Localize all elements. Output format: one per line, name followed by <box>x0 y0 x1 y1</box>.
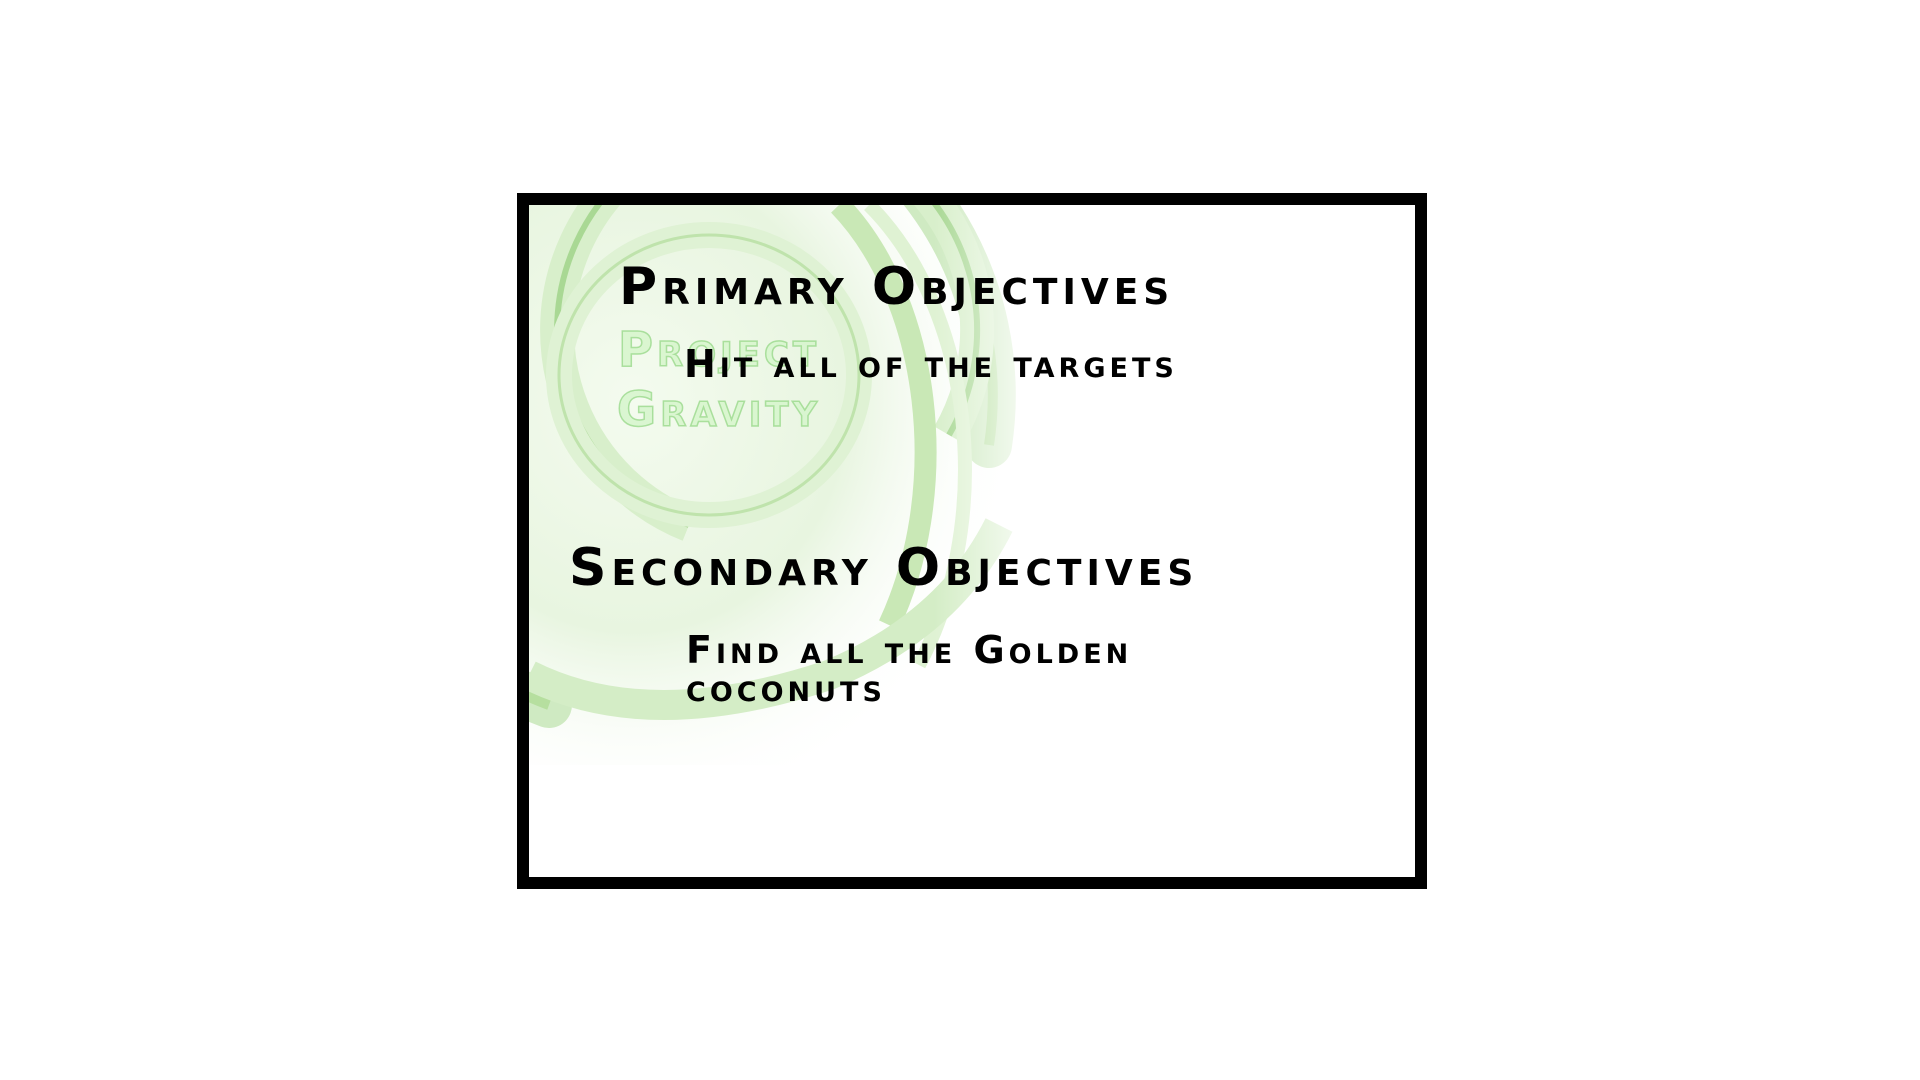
primary-objectives-title: Primary Objectives <box>619 257 1175 317</box>
secondary-objectives-title: Secondary Objectives <box>569 538 1199 598</box>
logo-line-1: Project <box>617 321 821 379</box>
primary-objective-item: Hit all of the targets <box>684 342 1178 386</box>
secondary-objective-item: Find all the Golden coconuts <box>686 628 1133 710</box>
swirl-background-art <box>529 205 1415 877</box>
project-gravity-logo: Project Gravity <box>569 320 869 440</box>
logo-line-2: Gravity <box>616 381 822 439</box>
objectives-panel: Project Gravity Primary Objectives Hit a… <box>517 193 1427 889</box>
